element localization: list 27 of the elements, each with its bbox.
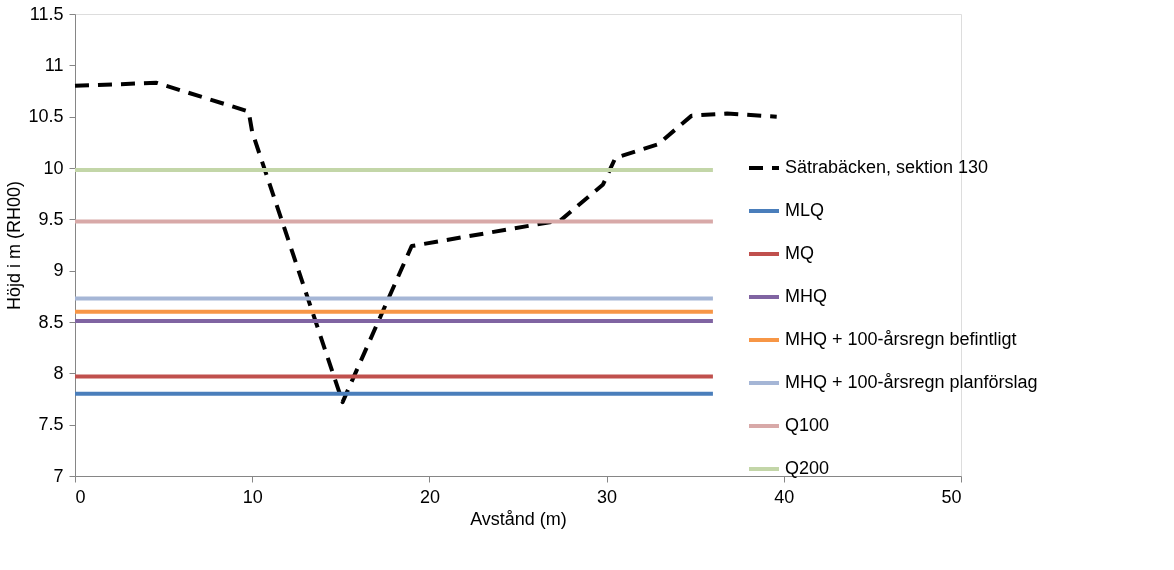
line-series — [73, 80, 779, 405]
y-axis-title: Höjd i m (RH00) — [4, 180, 25, 311]
legend-label: MHQ + 100-årsregn planförslag — [785, 372, 1038, 392]
y-tick-label: 11.5 — [29, 3, 64, 24]
x-tick-label: 40 — [774, 486, 795, 507]
y-tick-label: 10 — [43, 157, 64, 178]
legend-label: MQ — [785, 243, 814, 263]
y-tick-label: 8.5 — [38, 311, 64, 332]
x-tick-label: 0 — [75, 486, 86, 507]
x-tick-label: 20 — [419, 486, 440, 507]
legend-label: MLQ — [785, 200, 825, 220]
legend-label: Q200 — [785, 458, 830, 478]
legend-label: MHQ — [785, 286, 827, 306]
legend-label: MHQ + 100-årsregn befintligt — [785, 329, 1017, 349]
y-tick-label: 7 — [53, 465, 64, 486]
x-tick-label: 30 — [597, 486, 618, 507]
y-tick-label: 7.5 — [38, 414, 64, 435]
legend-label: Q100 — [785, 415, 830, 435]
x-tick-label: 50 — [941, 486, 962, 507]
y-tick-label: 9 — [53, 260, 64, 281]
y-tick-label: 11 — [44, 54, 64, 75]
legend-label: Sätrabäcken, sektion 130 — [785, 157, 989, 177]
x-axis-title: Avstånd (m) — [470, 508, 567, 529]
y-tick-label: 9.5 — [38, 208, 64, 229]
y-tick-label: 8 — [53, 362, 64, 383]
y-tick-label: 10.5 — [28, 106, 64, 127]
x-tick-label: 10 — [242, 486, 263, 507]
